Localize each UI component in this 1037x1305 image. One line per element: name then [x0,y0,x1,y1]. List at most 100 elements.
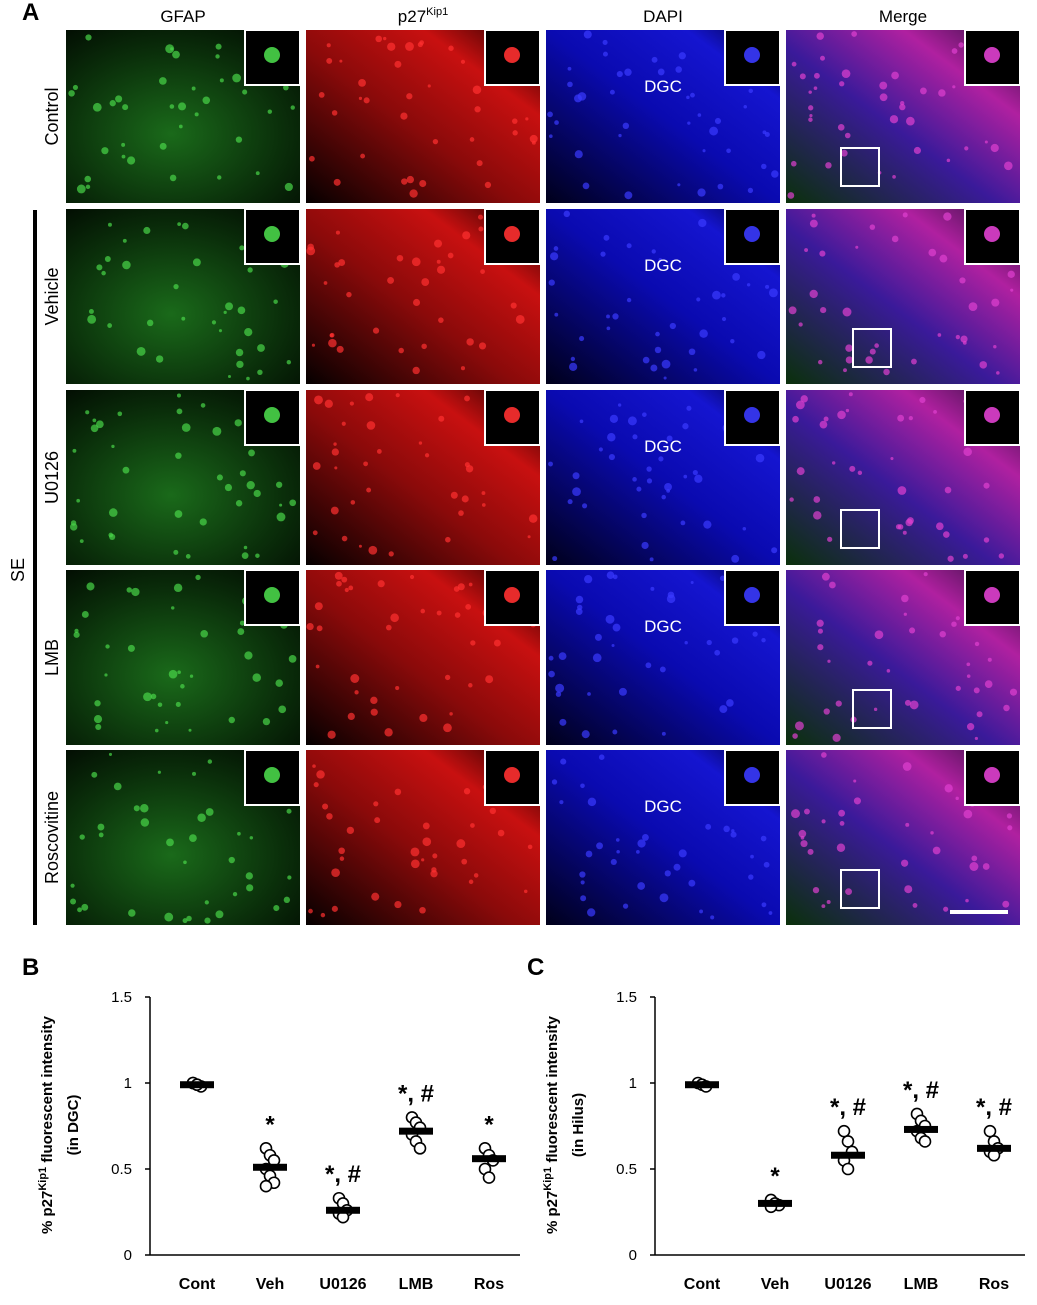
cell [839,821,845,826]
cell [897,486,907,495]
cell [694,474,703,483]
cell [108,508,118,517]
cell [641,541,649,550]
inset [484,389,541,446]
cell [879,93,888,102]
cell [255,171,260,176]
cell [232,891,238,897]
cell [897,414,905,422]
cell [489,807,497,815]
cell [721,317,727,322]
cell [935,522,944,531]
cell [411,257,421,267]
cell [326,57,333,64]
cell [88,308,94,314]
cell [750,854,754,859]
header-superscript: Kip1 [426,6,448,18]
cell [567,81,573,88]
cell [719,705,728,714]
cell [869,348,876,355]
cell [400,112,408,120]
cell [554,120,559,125]
cell [175,452,182,459]
cell [476,160,483,167]
inset-cell [744,587,760,603]
cell [323,281,328,285]
cell [602,51,608,57]
cell [584,575,593,584]
cell [421,343,427,350]
cell [955,616,960,621]
cell [984,680,993,688]
cell [748,874,754,880]
cell [447,252,454,259]
cell [140,804,149,813]
cell [246,480,255,490]
cell [235,348,244,357]
cell [531,140,536,145]
cell [559,800,564,805]
cell [636,486,642,492]
cell [150,693,157,700]
cell [159,77,167,85]
cell [108,752,113,756]
cell [651,249,656,254]
cell [592,653,602,663]
cell [211,320,217,325]
cell [598,754,605,760]
cell [943,906,949,912]
cell [371,892,380,901]
cell [594,633,602,641]
cell [374,817,381,824]
row-label: Control [42,87,62,145]
cell [560,758,567,765]
cell [122,466,130,474]
cell [680,520,686,526]
cell [730,338,735,344]
cell [262,717,271,726]
cell [837,123,845,131]
cell [308,908,313,914]
cell [180,684,185,689]
cell [582,182,590,190]
cell [224,483,233,492]
cell [177,670,181,674]
cell [438,415,445,422]
significance-label: *, # [325,1161,361,1188]
cell [341,421,346,426]
cell [326,813,333,820]
cell [575,595,584,604]
cell [570,356,576,362]
cell [204,917,211,924]
cell [705,823,712,830]
cell [412,366,420,375]
cell [845,888,853,896]
mean-bar [685,1081,719,1089]
cell [239,470,246,477]
cell [237,831,241,836]
cell [468,582,473,587]
cell [470,823,475,828]
x-tick-label: Ros [979,1276,1009,1293]
cell [796,467,805,476]
cell [432,138,439,145]
region-label: DGC [644,797,682,816]
inset-cell [504,47,520,63]
cell [104,673,108,677]
cell [800,395,808,403]
cell [410,859,420,869]
cell [905,518,913,527]
cell [525,117,529,121]
mean-bar [399,1127,433,1135]
cell [697,113,702,117]
inset-cell [504,587,520,603]
x-tick-label: Cont [684,1276,721,1293]
cell [817,628,823,634]
cell [177,222,182,226]
cell [314,395,323,405]
cell [94,700,101,707]
cell [223,310,227,314]
cell [178,102,187,111]
cell [215,54,220,59]
cell [97,823,105,831]
